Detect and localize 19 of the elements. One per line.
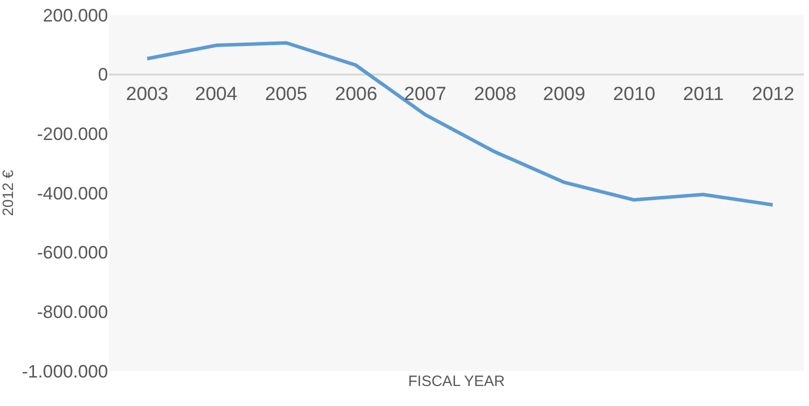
x-tick-label: 2006 (335, 84, 378, 105)
y-tick-label: -800.000 (36, 302, 108, 322)
x-tick-label: 2011 (683, 84, 724, 105)
x-tick-label: 2005 (265, 84, 308, 105)
x-tick-label: 2010 (613, 84, 656, 105)
x-tick-label: 2003 (126, 84, 168, 105)
x-tick-label: 2007 (404, 84, 446, 105)
x-axis-title: FISCAL YEAR (408, 373, 506, 390)
y-axis-title: 2012 € (0, 169, 17, 216)
y-tick-label: -1.000.000 (22, 361, 108, 382)
y-tick-label: -600.000 (36, 242, 108, 263)
x-tick-label: 2008 (474, 84, 516, 105)
y-tick-label: 0 (98, 64, 108, 85)
y-tick-label: -400.000 (36, 183, 108, 204)
x-tick-label: 2009 (543, 84, 586, 105)
y-tick-label: -200.000 (36, 124, 108, 144)
x-tick-label: 2004 (195, 84, 238, 105)
y-tick-label: 200.000 (42, 5, 108, 26)
x-tick-label: 2012 (752, 84, 794, 105)
